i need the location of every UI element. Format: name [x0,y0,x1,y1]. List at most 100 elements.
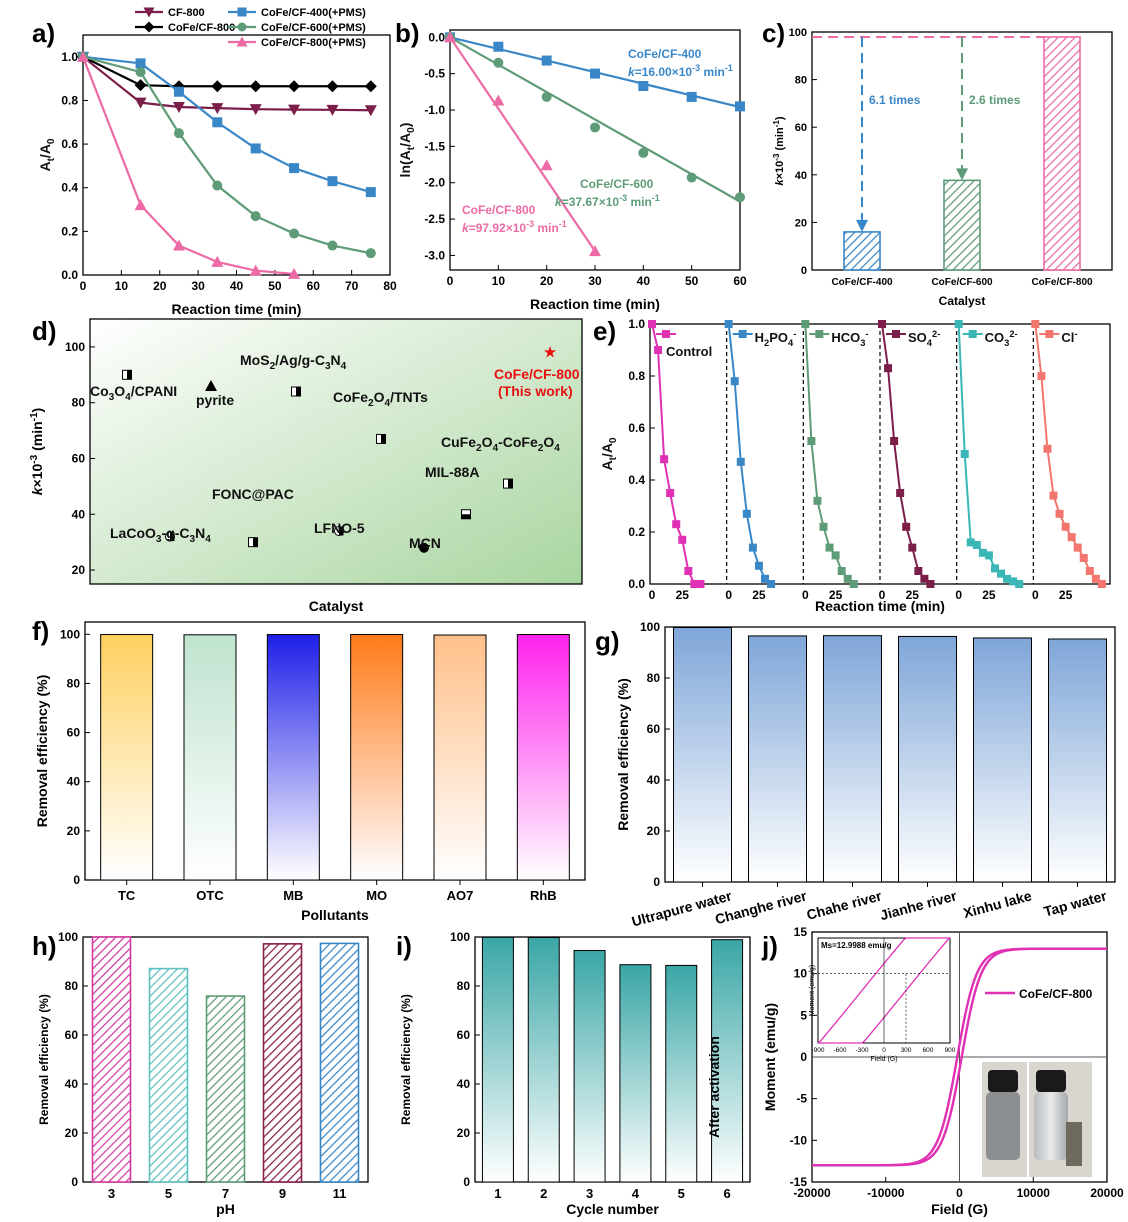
y-tick-label: 0 [653,875,660,889]
data-point [135,58,146,69]
data-point [748,543,757,552]
x-tick-label: 0 [879,588,886,602]
y-tick-label: 80 [647,671,661,685]
x-tick-label: CoFe/CF-400 [831,277,893,288]
star-icon: ★ [543,345,557,362]
y-axis-label: Removal efficiency (%) [37,994,51,1125]
y-tick-label: -3.0 [424,248,445,262]
y-axis-label: Removal efficiency (%) [34,675,50,828]
x-tick-label: 30 [191,279,205,293]
y-tick-label: 20 [457,1126,471,1140]
annotation: 6.1 times [869,93,921,107]
marker-fill [170,532,175,542]
data-point [364,105,377,117]
data-point [1085,567,1094,575]
panel-e: 0.0 0.2 0.4 0.6 0.8 1.0 0 25 Control 0 25 H2PO4- 0 25… [599,317,1111,614]
x-tick-label: 1 [494,1186,501,1201]
vial-cap [1036,1070,1066,1092]
x-tick-label: CoFe/CF-600 [931,277,993,288]
data-point [724,320,733,328]
hysteresis-loop [812,947,1107,1167]
y-tick-label: 80 [795,75,807,87]
y-tick-label: 100 [60,627,80,641]
y-tick-label: -5 [796,1092,807,1106]
x-tick-label: 20 [540,274,554,288]
legend-label: CoFe/CF-600(+PMS) [261,22,366,34]
data-point [365,248,376,259]
data-point [761,574,769,583]
plot-frame [664,626,1116,883]
data-point [288,267,301,279]
data-point [211,103,224,115]
bar [433,634,487,881]
bar [943,179,981,271]
y-axis-label: Removal efficiency (%) [615,678,631,831]
y-tick-label: 0.0 [428,30,445,44]
series-line [1034,323,1103,585]
bar [823,635,882,883]
data-point [172,102,185,113]
series-line [82,55,371,88]
data-point [849,580,858,588]
y-tick-label: -10 [790,1133,808,1147]
x-tick-label: -20000 [793,1186,831,1200]
data-point [444,31,456,43]
series-line [82,55,372,194]
y-tick-label: 0 [800,1050,807,1064]
y-tick-label: 60 [457,1028,471,1042]
data-point [690,580,699,588]
bar [350,634,404,881]
x-axis-label: Reaction time (min) [172,301,302,317]
bar [973,637,1032,883]
legend-label: HCO3- [831,329,868,348]
inset-x-tick-label: -600 [833,1047,846,1054]
legend-label: CoFe/CF-800(+PMS) [261,37,366,49]
y-tick-label: 40 [72,507,86,521]
y-tick-label: -1.5 [424,139,445,153]
y-tick-label: 0.8 [61,93,78,107]
y-tick-label: 0.0 [61,268,78,282]
x-tick-label: 5 [165,1186,172,1201]
bar [573,949,606,1183]
data-point [837,567,846,575]
data-point [1037,372,1046,380]
data-point [926,580,935,588]
annotation: 2.6 times [969,93,1021,107]
point-label: CuFe2O4-CoFe2O4 [441,434,560,454]
data-point [966,538,975,547]
legend-label: CoFe/CF-400(+PMS) [261,7,366,19]
x-tick-label: Tap water [1042,887,1109,919]
point-label: MCN [409,535,441,551]
data-point [143,21,155,33]
y-tick-label: 20 [67,824,81,838]
y-tick-label: 100 [450,930,470,944]
marker-fill [296,387,301,397]
series-CoFe/CF-600(+PMS) [78,51,376,259]
point-label: CoFe/CF-800 [494,366,580,382]
inset-x-label: Field (G) [870,1056,897,1063]
data-point [1097,580,1106,588]
bar [516,634,570,881]
data-point [236,36,248,47]
marker-fill [381,434,386,444]
plot-frame [82,34,391,276]
series-line [651,323,701,585]
data-point [678,535,687,544]
x-tick-label: 10000 [1017,1186,1051,1200]
x-tick-label: 9 [279,1186,286,1201]
panel-label: b) [395,18,420,48]
x-axis-label: Catalyst [309,598,364,614]
panel-a: 0.0 0.2 0.4 0.6 0.8 1.0 0 10 20 30 40 50 60 70 80 CF-80… [37,7,397,317]
x-tick-label: 0 [802,588,809,602]
y-tick-label: 0.8 [628,369,645,383]
data-point [212,180,223,191]
panel-i: 0 20 40 60 80 100 1 2 3 4 5 6 After activation Cycle … [399,930,751,1217]
x-tick-label: 0 [80,279,87,293]
legend-label: SO42- [908,329,940,348]
data-point [807,437,816,445]
series-HCO3- [801,320,858,588]
magnet [1066,1122,1082,1166]
point-label: pyrite [196,392,234,408]
data-point [249,80,262,93]
